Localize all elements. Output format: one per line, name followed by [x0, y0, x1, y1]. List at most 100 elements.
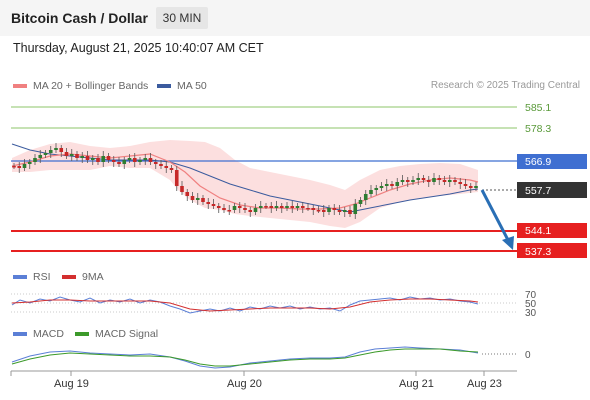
candle-body: [227, 210, 232, 212]
level-label-s1: 544.1: [517, 223, 587, 238]
candle-body: [321, 210, 326, 212]
candle-body: [474, 186, 478, 188]
candle-body: [458, 182, 463, 184]
x-label-aug23: Aug 23: [467, 378, 502, 390]
credit-text: Research © 2025 Trading Central: [430, 80, 580, 91]
candle-body: [390, 184, 394, 186]
legend-rsi-ma-label: 9MA: [82, 271, 104, 283]
macd-tick-0: 0: [525, 350, 531, 361]
candle-body: [164, 166, 169, 168]
candle-body: [432, 178, 436, 182]
svg-text:537.3: 537.3: [525, 246, 551, 258]
candle-body: [395, 182, 400, 186]
svg-text:578.3: 578.3: [525, 123, 551, 135]
candle-body: [332, 208, 337, 210]
candle-body: [122, 160, 127, 164]
instrument-title: Bitcoin Cash / Dollar: [11, 10, 148, 26]
level-label-r2: 585.1: [525, 102, 551, 114]
legend-macd: MACD: [13, 328, 64, 340]
candle-body: [290, 206, 295, 208]
level-label-r1: 578.3: [525, 123, 551, 135]
legend-macd-signal: MACD Signal: [75, 328, 158, 340]
candle-body: [358, 200, 363, 204]
candle-body: [300, 206, 305, 208]
legend-ma50-label: MA 50: [177, 80, 207, 92]
candle-body: [127, 158, 132, 160]
candle-body: [400, 180, 405, 182]
candle-body: [48, 150, 53, 153]
macd-line: [11, 346, 479, 369]
candle-body: [138, 160, 142, 162]
candle-body: [379, 186, 384, 188]
candle-body: [206, 202, 211, 204]
candle-body: [59, 148, 64, 152]
candle-body: [426, 180, 431, 182]
candle-body: [327, 208, 331, 212]
candles: [12, 143, 478, 219]
x-axis: Aug 19 Aug 20 Aug 21 Aug 23: [10, 370, 517, 390]
candle-body: [243, 208, 247, 210]
candle-body: [269, 206, 274, 208]
candle-body: [216, 206, 221, 208]
candle-body: [363, 194, 368, 200]
candle-body: [12, 166, 16, 168]
candle-body: [295, 206, 300, 208]
legend-rsi-label: RSI: [33, 271, 51, 283]
candle-body: [185, 192, 190, 196]
legend-rsi: RSI: [13, 271, 51, 283]
legend-macd-signal-label: MACD Signal: [95, 328, 159, 340]
candle-body: [211, 204, 216, 206]
candle-body: [353, 204, 358, 214]
candle-body: [374, 188, 379, 190]
candle-body: [96, 158, 100, 162]
candle-body: [75, 154, 79, 158]
bollinger-band: [12, 140, 478, 228]
candle-body: [132, 158, 137, 162]
candle-body: [106, 156, 111, 160]
candle-body: [369, 190, 373, 194]
candle-body: [38, 155, 43, 158]
rsi-ma-line: [11, 298, 479, 312]
candle-body: [85, 156, 90, 160]
candle-body: [463, 184, 468, 186]
legend-ma50: MA 50: [157, 80, 207, 92]
candle-body: [285, 206, 289, 208]
legend-rsi-ma: 9MA: [62, 271, 104, 283]
level-label-last: 557.7: [517, 182, 587, 198]
legend-ma20: MA 20 + Bollinger Bands: [13, 80, 148, 92]
rsi-tick-70: 70: [525, 290, 537, 301]
forecast-arrow-icon: [480, 189, 514, 250]
rsi-panel: 70 50 30: [11, 290, 537, 319]
candle-body: [253, 208, 258, 212]
candle-body: [22, 164, 27, 168]
candle-body: [342, 210, 347, 212]
rsi-ma-swatch-icon: [62, 275, 76, 279]
candle-body: [169, 168, 174, 170]
candle-body: [453, 180, 457, 182]
macd-swatch-icon: [13, 332, 27, 336]
svg-text:566.9: 566.9: [525, 156, 551, 168]
candle-body: [80, 156, 85, 158]
candle-body: [43, 153, 48, 155]
candle-body: [237, 206, 242, 208]
candle-body: [248, 210, 253, 212]
candle-body: [411, 180, 415, 182]
ma50-swatch-icon: [157, 84, 171, 88]
candle-body: [311, 208, 316, 210]
candle-body: [337, 210, 342, 212]
ma20-line: [11, 153, 479, 210]
candle-body: [447, 180, 452, 182]
timeframe-button[interactable]: 30 MIN: [156, 7, 208, 29]
candle-body: [54, 148, 58, 150]
x-label-aug21: Aug 21: [399, 378, 434, 390]
candle-body: [264, 206, 268, 208]
candle-body: [405, 180, 410, 182]
svg-text:557.7: 557.7: [525, 185, 551, 197]
candle-body: [258, 206, 263, 208]
legend-ma20-label: MA 20 + Bollinger Bands: [33, 80, 149, 92]
rsi-swatch-icon: [13, 275, 27, 279]
macd-signal-swatch-icon: [75, 332, 89, 336]
ma20-swatch-icon: [13, 84, 27, 88]
candle-body: [232, 206, 237, 210]
